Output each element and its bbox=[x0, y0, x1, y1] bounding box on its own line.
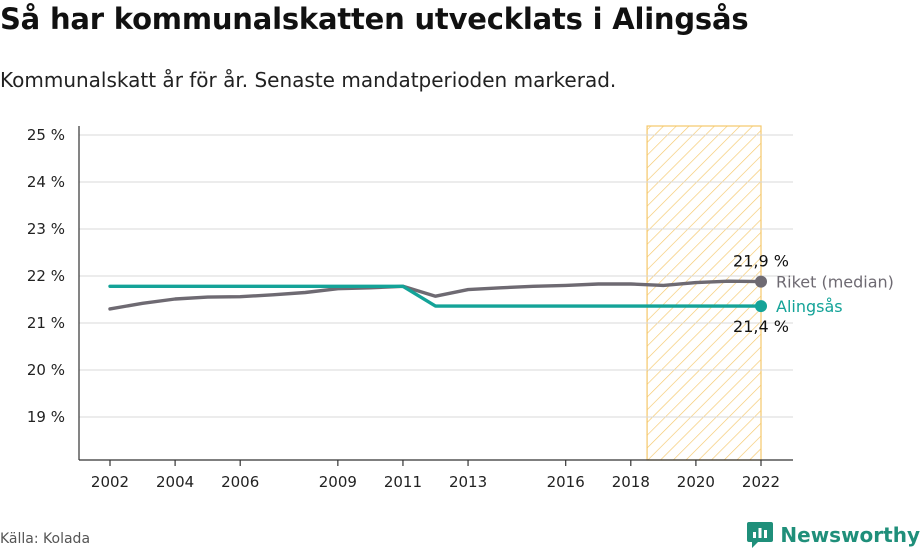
highlight-period bbox=[646, 125, 762, 461]
y-tick-label: 20 % bbox=[27, 361, 65, 379]
x-tick-label: 2004 bbox=[156, 473, 194, 491]
chart-speech-bubble-icon bbox=[747, 522, 774, 548]
series-label: Riket (median) bbox=[776, 273, 894, 292]
x-tick-label: 2018 bbox=[612, 473, 650, 491]
series-end-point bbox=[755, 275, 767, 288]
y-tick-label: 25 % bbox=[27, 126, 65, 144]
y-tick-label: 23 % bbox=[27, 220, 65, 238]
series-end-point bbox=[755, 300, 767, 313]
y-tick-label: 21 % bbox=[27, 314, 65, 332]
brand-name: Newsworthy bbox=[780, 523, 920, 547]
x-tick-label: 2011 bbox=[384, 473, 422, 491]
x-tick-label: 2022 bbox=[742, 473, 780, 491]
y-tick-label: 22 % bbox=[27, 267, 65, 285]
series-line bbox=[108, 279, 763, 311]
source-note: Källa: Kolada bbox=[0, 531, 91, 547]
data-label: 21,4 % bbox=[733, 317, 789, 336]
x-tick-label: 2016 bbox=[547, 473, 585, 491]
x-tick-label: 2002 bbox=[91, 473, 129, 491]
chart-title: Så har kommunalskatten utvecklats i Alin… bbox=[0, 2, 749, 36]
y-tick-label: 24 % bbox=[27, 173, 65, 191]
x-tick-label: 2020 bbox=[677, 473, 715, 491]
x-tick-label: 2013 bbox=[449, 473, 487, 491]
y-tick-label: 19 % bbox=[27, 408, 65, 426]
series-line bbox=[108, 284, 763, 308]
series-label: Alingsås bbox=[776, 297, 843, 316]
brand-logo: Newsworthy bbox=[746, 520, 920, 550]
chart-subtitle: Kommunalskatt år för år. Senaste mandatp… bbox=[0, 68, 617, 92]
data-label: 21,9 % bbox=[733, 252, 789, 271]
x-tick-label: 2006 bbox=[221, 473, 259, 491]
x-tick-label: 2009 bbox=[319, 473, 357, 491]
